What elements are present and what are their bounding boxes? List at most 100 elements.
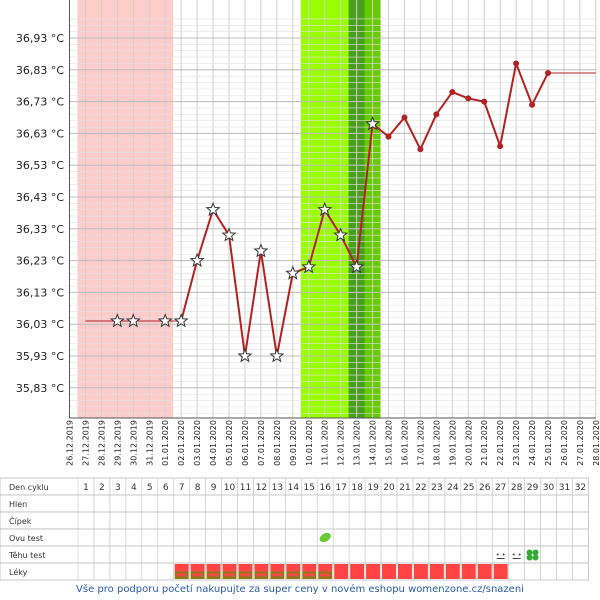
table-row-label: Den cyklu <box>9 483 49 492</box>
medication-mark <box>302 564 317 572</box>
clover-icon <box>532 554 539 561</box>
y-tick-label: 36,63 °C <box>16 127 64 140</box>
medication-mark <box>350 564 365 579</box>
data-point-star <box>157 313 173 328</box>
x-tick-label: 06.01.2020 <box>241 420 250 466</box>
x-tick-label: 11.01.2020 <box>321 420 330 466</box>
medication-mark <box>222 564 237 572</box>
day-number: 31 <box>559 483 570 493</box>
data-point-dot <box>385 133 392 140</box>
data-point-star <box>173 313 189 328</box>
y-tick-label: 36,83 °C <box>16 64 64 77</box>
data-point-star <box>109 313 125 328</box>
shaded-region <box>77 0 174 418</box>
medication-mark <box>461 564 476 579</box>
day-number: 3 <box>115 483 121 493</box>
medication-mark <box>477 564 492 579</box>
series-line <box>355 123 374 268</box>
data-point-dot <box>465 95 472 102</box>
x-tick-label: 27.12.2019 <box>81 420 90 466</box>
medication-mark <box>254 564 269 572</box>
day-number: 2 <box>99 483 105 493</box>
clover-icon <box>532 549 539 556</box>
day-number: 6 <box>163 483 169 493</box>
series-line <box>531 72 549 106</box>
day-number: 23 <box>431 483 442 493</box>
x-tick-label: 12.01.2020 <box>337 420 346 466</box>
x-tick-label: 28.01.2020 <box>592 420 600 466</box>
x-tick-label: 01.01.2020 <box>161 420 170 466</box>
day-number: 32 <box>575 483 586 493</box>
x-tick-label: 25.01.2020 <box>544 420 553 466</box>
footer-link[interactable]: Vše pro podporu početí nakupujte za supe… <box>76 584 524 595</box>
day-number: 11 <box>240 483 251 493</box>
data-point-star <box>349 259 365 274</box>
series-line <box>419 113 438 150</box>
medication-mark <box>429 564 444 579</box>
x-tick-label: 07.01.2020 <box>257 420 266 466</box>
x-tick-label: 05.01.2020 <box>225 420 234 466</box>
x-tick-label: 03.01.2020 <box>193 420 202 466</box>
day-number: 20 <box>383 483 395 493</box>
day-number: 7 <box>179 483 185 493</box>
medication-mark <box>206 564 221 572</box>
medication-mark <box>366 564 381 579</box>
data-point-star <box>221 227 237 242</box>
day-number: 1 <box>83 483 89 493</box>
clover-icon <box>526 549 533 556</box>
medication-mark <box>398 564 412 579</box>
data-point-star <box>301 259 317 274</box>
series-line <box>307 209 326 268</box>
x-tick-label: 16.01.2020 <box>400 420 409 466</box>
data-point-star <box>189 252 205 267</box>
medication-mark <box>208 573 219 577</box>
x-tick-label: 30.12.2019 <box>129 420 138 466</box>
day-number: 30 <box>543 483 555 493</box>
x-tick-label: 20.01.2020 <box>464 420 473 466</box>
medication-mark <box>413 564 428 579</box>
series-line <box>515 63 533 106</box>
leaf-icon <box>319 532 331 543</box>
day-number: 5 <box>147 483 153 493</box>
medication-mark <box>493 564 508 579</box>
sad-face-icon <box>512 553 515 556</box>
day-number: 8 <box>195 483 201 493</box>
x-tick-label: 13.01.2020 <box>353 420 362 466</box>
table-row <box>0 545 589 564</box>
series-line <box>499 63 518 147</box>
medication-mark <box>334 564 349 579</box>
day-number: 4 <box>131 483 137 493</box>
y-tick-label: 36,73 °C <box>16 96 64 109</box>
day-number: 17 <box>335 483 346 493</box>
x-tick-label: 18.01.2020 <box>432 420 441 466</box>
table-row-label: Hlen <box>9 500 27 509</box>
x-tick-label: 23.01.2020 <box>512 420 521 466</box>
y-tick-label: 36,33 °C <box>16 223 64 236</box>
day-number: 9 <box>211 483 217 493</box>
y-tick-label: 35,93 °C <box>16 350 64 363</box>
data-point-star <box>269 348 285 363</box>
y-tick-label: 36,23 °C <box>16 255 64 268</box>
data-point-star <box>317 201 333 217</box>
x-tick-label: 15.01.2020 <box>385 420 394 466</box>
medication-mark <box>192 573 203 577</box>
day-number: 18 <box>351 483 363 493</box>
day-number: 14 <box>288 483 300 493</box>
data-point-dot <box>417 146 424 153</box>
medication-mark <box>176 573 187 577</box>
data-point-star <box>237 348 253 363</box>
data-point-star <box>205 201 221 217</box>
table-row <box>0 494 589 513</box>
data-point-dot <box>401 114 408 121</box>
table-row-label: Čípek <box>9 515 32 526</box>
x-tick-label: 22.01.2020 <box>496 420 505 466</box>
data-point-star <box>125 313 141 328</box>
clover-icon <box>526 554 533 561</box>
sad-face-icon <box>518 553 521 556</box>
medication-mark <box>238 564 253 572</box>
day-number: 16 <box>319 483 331 493</box>
series-line <box>403 117 422 150</box>
medication-mark <box>240 573 251 577</box>
x-tick-label: 17.01.2020 <box>416 420 425 466</box>
series-line <box>228 235 246 357</box>
